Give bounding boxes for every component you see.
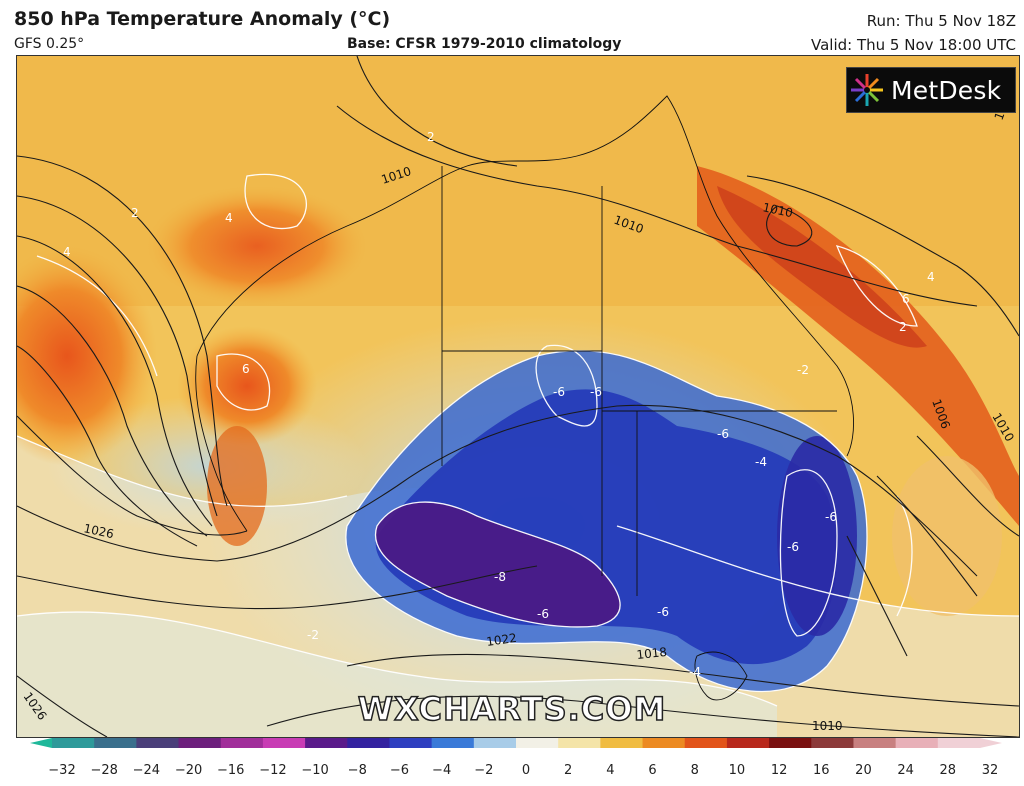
colorbar-segment xyxy=(895,738,939,748)
anomaly-label: -6 xyxy=(553,385,565,399)
anomaly-label: -6 xyxy=(657,605,669,619)
colorbar-segment xyxy=(389,738,433,748)
anomaly-map: 4 4 2 2 6 6 -6 -6 -6 -6 -6 -6 -8 -6 -4 -… xyxy=(16,55,1020,738)
pressure-label: 1018 xyxy=(636,645,668,662)
anomaly-contours xyxy=(17,173,1019,707)
colorbar-segment xyxy=(136,738,180,748)
colorbar-arrow-right xyxy=(980,738,1002,748)
run-time: Run: Thu 5 Nov 18Z xyxy=(866,12,1016,30)
colorbar-segments xyxy=(52,738,981,748)
colorbar-tick-label: −20 xyxy=(175,763,202,778)
colorbar-segment xyxy=(600,738,644,748)
anomaly-label: 4 xyxy=(927,270,935,284)
colorbar-segment xyxy=(220,738,264,748)
wxcharts-watermark: WXCHARTS.COM xyxy=(357,689,667,729)
pressure-label: 1026 xyxy=(82,521,115,541)
coastline xyxy=(195,95,855,701)
anomaly-label: 6 xyxy=(902,292,910,306)
colorbar-tick-labels: −32 −28 −24 −20 −16 −12 −10 −8 −6 −4 −2 0 2 4 6 8 10 12 16… xyxy=(48,763,998,778)
colorbar-tick-label: −24 xyxy=(133,763,160,778)
colorbar-tick-label: −8 xyxy=(348,763,367,778)
colorbar-tick-label: 16 xyxy=(813,763,830,778)
colorbar-segment xyxy=(937,738,981,748)
colorbar-segment xyxy=(853,738,897,748)
colorbar-segment xyxy=(769,738,812,748)
anomaly-label: -6 xyxy=(825,510,837,524)
pressure-label: 1022 xyxy=(485,631,517,649)
colorbar-tick-label: −6 xyxy=(390,763,409,778)
colorbar-tick-label: 12 xyxy=(771,763,788,778)
colorbar-tick-label: 24 xyxy=(897,763,914,778)
colorbar-tick-label: −2 xyxy=(474,763,493,778)
colorbar-arrow-left xyxy=(30,738,52,748)
colorbar-segment xyxy=(811,738,854,748)
anomaly-label: -6 xyxy=(787,540,799,554)
colorbar-segment xyxy=(516,738,559,748)
chart-title: 850 hPa Temperature Anomaly (°C) xyxy=(14,8,391,30)
colorbar-tick-label: −4 xyxy=(432,763,451,778)
colorbar-tick-label: 20 xyxy=(855,763,872,778)
anomaly-label: -2 xyxy=(797,363,809,377)
metdesk-logo: MetDesk xyxy=(846,67,1016,113)
colorbar-segment xyxy=(473,738,517,748)
colorbar-svg: −32 −28 −24 −20 −16 −12 −10 −8 −6 −4 −2 0 2 4 6 8 10 12 16… xyxy=(30,738,1002,778)
model-name: GFS 0.25° xyxy=(14,36,85,52)
anomaly-label: -2 xyxy=(307,628,319,642)
pressure-label: 1010 xyxy=(761,200,794,220)
colorbar-tick-label: −12 xyxy=(259,763,286,778)
colorbar: −32 −28 −24 −20 −16 −12 −10 −8 −6 −4 −2 0 2 4 6 8 10 12 16… xyxy=(30,738,1002,782)
pressure-label: 1010 xyxy=(812,719,843,733)
anomaly-label: -4 xyxy=(689,665,701,679)
anomaly-label: -4 xyxy=(755,455,767,469)
coldest-core xyxy=(375,502,621,627)
colorbar-segment xyxy=(558,738,601,748)
isobars xyxy=(17,56,1019,737)
anomaly-label-group: 4 4 2 2 6 6 -6 -6 -6 -6 -6 -6 -8 -6 -4 -… xyxy=(63,130,935,679)
colorbar-tick-label: 32 xyxy=(982,763,999,778)
colorbar-tick-label: 4 xyxy=(606,763,614,778)
anomaly-label: 4 xyxy=(63,245,71,259)
colorbar-tick-label: −10 xyxy=(301,763,328,778)
anomaly-label: 6 xyxy=(242,362,250,376)
colorbar-tick-label: 8 xyxy=(691,763,699,778)
colorbar-tick-label: 0 xyxy=(522,763,530,778)
colorbar-segment xyxy=(305,738,348,748)
colorbar-tick-label: −32 xyxy=(48,763,75,778)
colorbar-tick-label: −16 xyxy=(217,763,244,778)
colorbar-tick-label: 10 xyxy=(729,763,746,778)
colorbar-segment xyxy=(431,738,475,748)
colorbar-segment xyxy=(262,738,306,748)
colorbar-tick-label: 2 xyxy=(564,763,572,778)
climatology-base: Base: CFSR 1979-2010 climatology xyxy=(347,36,622,52)
metdesk-starburst-icon xyxy=(851,74,883,106)
colorbar-tick-label: 6 xyxy=(648,763,656,778)
colorbar-segment xyxy=(178,738,222,748)
colorbar-tick-label: −28 xyxy=(90,763,117,778)
colorbar-segment xyxy=(726,738,770,748)
map-canvas: 4 4 2 2 6 6 -6 -6 -6 -6 -6 -6 -8 -6 -4 -… xyxy=(17,56,1019,737)
anomaly-label: 4 xyxy=(225,211,233,225)
anomaly-label: -6 xyxy=(590,385,602,399)
metdesk-logo-text: MetDesk xyxy=(891,75,1002,105)
colorbar-segment xyxy=(94,738,137,748)
colorbar-segment xyxy=(347,738,390,748)
anomaly-label: -6 xyxy=(537,607,549,621)
valid-time: Valid: Thu 5 Nov 18:00 UTC xyxy=(811,36,1016,54)
colorbar-tick-label: 28 xyxy=(940,763,957,778)
colorbar-segment xyxy=(642,738,686,748)
anomaly-label: 2 xyxy=(899,320,907,334)
anomaly-label: -6 xyxy=(717,427,729,441)
anomaly-label: -8 xyxy=(494,570,506,584)
colorbar-segment xyxy=(52,738,95,748)
colorbar-segment xyxy=(684,738,728,748)
anomaly-label: 2 xyxy=(427,130,435,144)
anomaly-label: 2 xyxy=(131,206,139,220)
